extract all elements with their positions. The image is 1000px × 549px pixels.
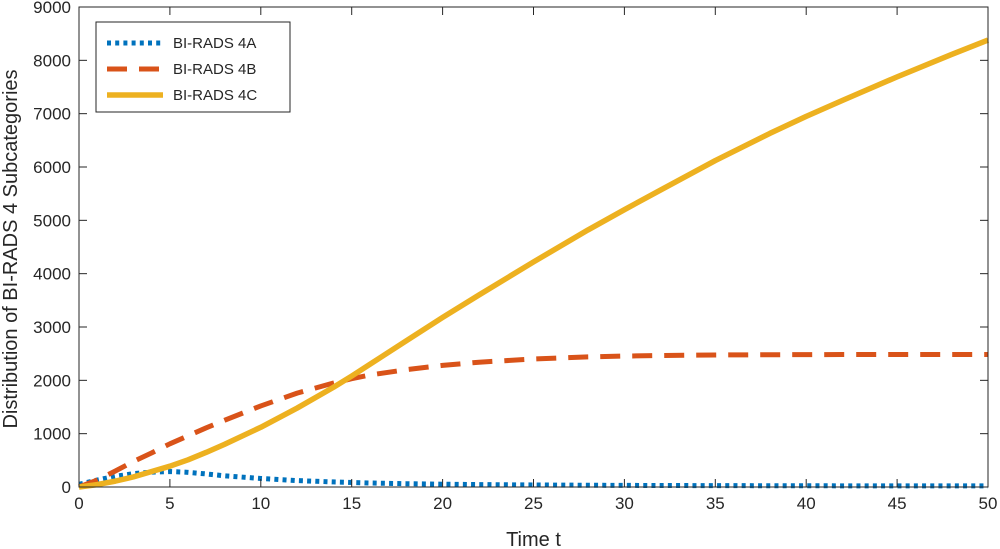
axes-layer: 0 5 10 15 20 25 30 35 40 45 50 0 1000 2000 3000 4000 500… bbox=[33, 0, 997, 513]
x-tick-label: 0 bbox=[74, 494, 83, 513]
x-tick-label: 20 bbox=[433, 494, 452, 513]
x-tick-label: 15 bbox=[342, 494, 361, 513]
x-tick-label: 30 bbox=[615, 494, 634, 513]
x-tick-label: 25 bbox=[524, 494, 543, 513]
x-tick-label: 40 bbox=[797, 494, 816, 513]
legend-label-2: BI-RADS 4B bbox=[173, 61, 256, 78]
y-tick-label: 1000 bbox=[33, 425, 71, 444]
x-tick-label: 10 bbox=[251, 494, 270, 513]
x-axis-label: Time t bbox=[506, 529, 561, 549]
y-tick-label: 8000 bbox=[33, 51, 71, 70]
x-tick-label: 50 bbox=[979, 494, 998, 513]
series-line-1 bbox=[78, 469, 988, 489]
series-line-2 bbox=[78, 351, 988, 490]
y-tick-label: 2000 bbox=[33, 371, 71, 390]
series-line-3 bbox=[78, 37, 990, 490]
y-tick-label: 5000 bbox=[33, 211, 71, 230]
y-tick-label: 0 bbox=[62, 478, 71, 497]
legend: BI-RADS 4A BI-RADS 4B BI-RADS 4C bbox=[95, 21, 291, 113]
x-tick-label: 5 bbox=[165, 494, 174, 513]
y-tick-label: 6000 bbox=[33, 158, 71, 177]
y-axis-label: Distribution of BI-RADS 4 Subcategories bbox=[0, 69, 22, 428]
y-tick-label: 4000 bbox=[33, 265, 71, 284]
y-tick-label: 3000 bbox=[33, 318, 71, 337]
x-tick-label: 35 bbox=[706, 494, 725, 513]
legend-label-3: BI-RADS 4C bbox=[173, 87, 257, 104]
legend-label-1: BI-RADS 4A bbox=[173, 35, 256, 52]
y-tick-label: 7000 bbox=[33, 105, 71, 124]
series-layer bbox=[78, 37, 990, 490]
y-tick-label: 9000 bbox=[33, 0, 71, 17]
x-tick-label: 45 bbox=[888, 494, 907, 513]
